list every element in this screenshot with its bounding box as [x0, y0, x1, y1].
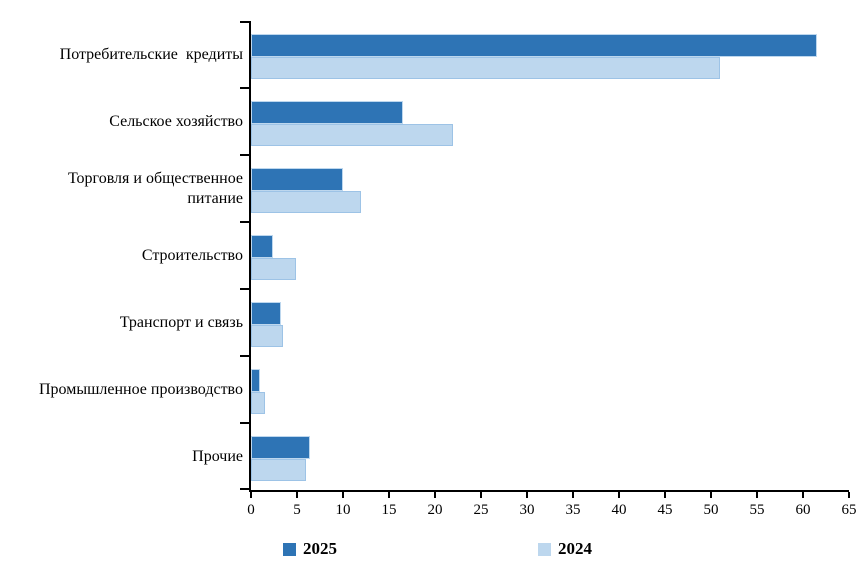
x-tick-label: 25	[473, 502, 489, 518]
x-axis-tick	[572, 492, 574, 498]
y-axis-tick	[240, 221, 249, 223]
bar-2025	[251, 34, 817, 57]
legend-item-2024: 2024	[538, 539, 592, 559]
bar-2025	[251, 235, 274, 258]
x-axis-tick	[618, 492, 620, 498]
plot-area: 0 5 10 15 20 25 30 35 40 45 50 55 60 65	[240, 21, 857, 518]
x-tick-label: 55	[749, 502, 765, 518]
x-axis-tick	[342, 492, 344, 498]
bar-2024	[251, 325, 284, 347]
legend-swatch-2025	[283, 542, 296, 556]
category-label: Прочие	[192, 447, 243, 465]
category-label: Торговля и общественное питание	[67, 169, 243, 207]
legend-swatch-2024	[538, 542, 551, 556]
bar-2024	[251, 459, 307, 481]
legend-label-2025: 2025	[303, 539, 337, 558]
category-label: Промышленное производство	[38, 380, 243, 398]
y-axis-tick	[240, 355, 249, 357]
category-label: Строительство	[141, 246, 243, 264]
x-tick-label: 50	[703, 502, 719, 518]
category-label: Потребительские кредиты	[59, 45, 243, 63]
x-tick-label: 60	[795, 502, 811, 518]
x-tick-label: 5	[293, 502, 301, 518]
legend-label-2024: 2024	[558, 539, 592, 558]
legend-item-2025: 2025	[283, 539, 337, 559]
y-axis-tick	[240, 488, 249, 490]
y-axis-tick	[240, 21, 249, 23]
x-axis-tick	[434, 492, 436, 498]
x-tick-label: 0	[247, 502, 255, 518]
x-tick-label: 65	[841, 502, 857, 518]
x-tick-label: 10	[335, 502, 351, 518]
category-label: Транспорт и связь	[119, 313, 243, 331]
bar-2024	[251, 57, 721, 79]
bar-2025	[251, 369, 261, 392]
x-tick-label: 15	[381, 502, 397, 518]
bar-2024	[251, 191, 362, 213]
x-axis-tick	[756, 492, 758, 498]
bar-2024	[251, 124, 454, 146]
y-axis-tick	[240, 288, 249, 290]
x-axis-tick	[526, 492, 528, 498]
category-label: Сельское хозяйство	[109, 112, 243, 130]
bar-2024	[251, 258, 297, 280]
x-tick-label: 40	[611, 502, 627, 518]
x-axis-tick	[664, 492, 666, 498]
bar-2025	[251, 436, 310, 459]
bar-2025	[251, 302, 282, 325]
x-axis-tick	[710, 492, 712, 498]
x-axis-tick	[388, 492, 390, 498]
x-tick-label: 30	[519, 502, 535, 518]
y-axis-tick	[240, 87, 249, 89]
x-axis-tick	[296, 492, 298, 498]
x-axis-tick	[480, 492, 482, 498]
y-axis-tick	[240, 422, 249, 424]
y-axis-tick	[240, 154, 249, 156]
x-tick-label: 20	[427, 502, 443, 518]
bar-2025	[251, 101, 403, 124]
category-labels: Потребительские кредиты Сельское хозяйств…	[0, 21, 243, 490]
x-axis-tick	[848, 492, 850, 498]
x-axis-tick	[802, 492, 804, 498]
x-axis-tick	[250, 492, 252, 498]
bar-2025	[251, 168, 343, 191]
bar-2024	[251, 392, 265, 414]
x-tick-label: 45	[657, 502, 673, 518]
x-tick-label: 35	[565, 502, 581, 518]
